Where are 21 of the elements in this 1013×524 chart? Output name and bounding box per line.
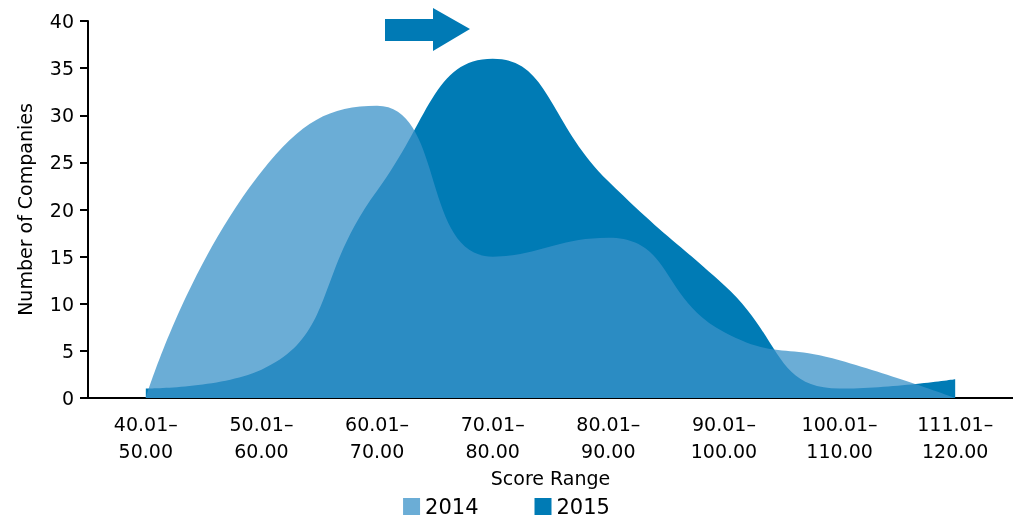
y-tick-label: 5 [61,339,74,362]
y-tick-label: 25 [49,151,74,174]
x-tick-label: 111.01–120.00 [917,412,994,462]
y-tick-label: 0 [61,387,74,409]
y-tick-label: 10 [49,292,74,315]
x-tick-label: 50.01–60.00 [229,412,294,462]
x-tick-label: 40.01–50.00 [113,412,178,462]
y-axis-title: Number of Companies [13,103,36,316]
y-tick-label: 30 [49,104,74,127]
y-tick-label: 40 [49,10,74,32]
y-tick-label: 15 [49,245,74,268]
x-axis-title: Score Range [490,467,611,490]
x-tick-label: 60.01–70.00 [345,412,410,462]
x-tick-label: 70.01–80.00 [460,412,525,462]
x-tick-label: 80.01–90.00 [576,412,641,462]
y-tick-label: 35 [49,57,74,80]
x-tick-label: 90.01–100.00 [690,412,758,462]
y-tick-label: 20 [49,198,74,221]
legend-label: 2015 [556,494,610,519]
legend-label: 2014 [425,494,479,519]
x-tick-label: 100.01–110.00 [801,412,878,462]
